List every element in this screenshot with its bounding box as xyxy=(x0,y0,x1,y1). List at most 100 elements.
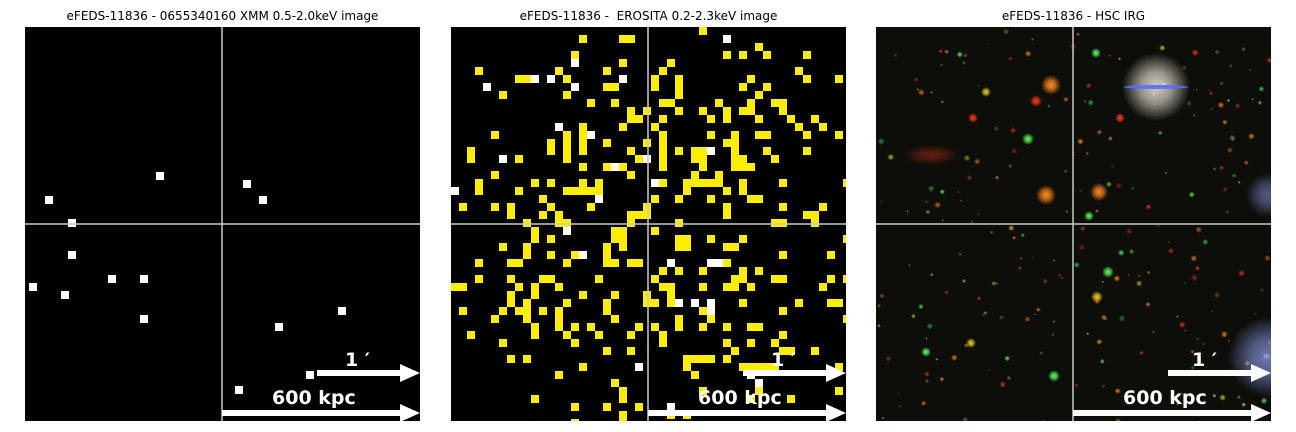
count-pixel xyxy=(635,211,643,219)
faint-source xyxy=(1212,393,1217,398)
faint-source xyxy=(1052,259,1056,262)
kpc-scale-arrow xyxy=(222,404,420,421)
count-pixel xyxy=(491,203,499,211)
count-pixel xyxy=(723,339,731,347)
faint-source xyxy=(1208,91,1214,96)
count-pixel xyxy=(779,203,787,211)
faint-source xyxy=(1186,100,1193,107)
count-pixel xyxy=(731,347,739,355)
arcmin-scale-arrow xyxy=(317,364,420,382)
faint-source xyxy=(1235,103,1241,109)
faint-source xyxy=(1190,349,1195,354)
faint-source xyxy=(1079,189,1082,193)
faint-source xyxy=(934,201,942,209)
bright-source xyxy=(1030,95,1042,107)
count-pixel xyxy=(747,395,755,403)
faint-source xyxy=(990,230,994,234)
faint-source xyxy=(1195,265,1200,271)
faint-source xyxy=(924,371,930,377)
count-pixel xyxy=(68,251,76,259)
count-pixel xyxy=(547,275,555,283)
count-pixel xyxy=(563,259,571,267)
count-pixel xyxy=(555,123,563,131)
count-pixel xyxy=(571,59,579,67)
count-pixel xyxy=(635,259,643,267)
count-pixel xyxy=(507,211,515,219)
count-pixel xyxy=(675,243,683,251)
count-pixel xyxy=(531,291,539,299)
count-pixel xyxy=(555,315,563,323)
count-pixel xyxy=(739,107,747,115)
faint-source xyxy=(1087,99,1094,106)
count-pixel xyxy=(675,83,683,91)
kpc-scale-arrow xyxy=(648,404,846,421)
count-pixel xyxy=(603,251,611,259)
count-pixel xyxy=(699,107,707,115)
hsc-image: 1 ′ 600 kpc xyxy=(876,27,1271,421)
panel-title: eFEDS-11836 - EROSITA 0.2-2.3keV image xyxy=(519,9,778,23)
count-pixel xyxy=(675,107,683,115)
faint-source xyxy=(1002,28,1010,35)
count-pixel xyxy=(635,403,643,411)
faint-source xyxy=(925,337,928,340)
count-pixel xyxy=(755,363,763,371)
count-pixel xyxy=(571,339,579,347)
count-pixel xyxy=(140,315,148,323)
count-pixel xyxy=(547,147,555,155)
count-pixel xyxy=(771,275,779,283)
count-pixel xyxy=(611,163,619,171)
count-pixel xyxy=(723,107,731,115)
faint-source xyxy=(939,189,946,195)
count-pixel xyxy=(491,171,499,179)
count-pixel xyxy=(563,331,571,339)
count-pixel xyxy=(787,115,795,123)
count-pixel xyxy=(555,371,563,379)
faint-source xyxy=(1191,274,1198,282)
faint-source xyxy=(1127,273,1131,277)
count-pixel xyxy=(683,235,691,243)
faint-source xyxy=(1236,394,1242,400)
count-pixel xyxy=(707,147,715,155)
faint-source xyxy=(929,272,934,277)
count-pixel xyxy=(779,179,787,187)
count-pixel xyxy=(723,139,731,147)
count-pixel xyxy=(723,283,731,291)
count-pixel xyxy=(731,155,739,163)
faint-source xyxy=(957,190,960,194)
faint-source xyxy=(1217,101,1225,109)
count-pixel xyxy=(619,35,627,43)
count-pixel xyxy=(667,283,675,291)
count-pixel xyxy=(779,331,787,339)
faint-source xyxy=(1260,397,1268,405)
faint-source xyxy=(941,219,945,222)
bright-source xyxy=(1115,113,1125,123)
faint-source xyxy=(1030,37,1035,41)
faint-source xyxy=(1146,270,1151,275)
faint-source xyxy=(1219,394,1226,401)
count-pixel xyxy=(715,179,723,187)
count-pixel xyxy=(723,203,731,211)
count-pixel xyxy=(643,299,651,307)
count-pixel xyxy=(739,235,747,243)
count-pixel xyxy=(603,243,611,251)
faint-source xyxy=(1105,181,1112,188)
faint-source xyxy=(1260,287,1265,292)
faint-source xyxy=(1212,167,1217,172)
count-pixel xyxy=(563,227,571,235)
faint-source xyxy=(898,405,902,408)
count-pixel xyxy=(707,315,715,323)
faint-source xyxy=(958,253,962,256)
count-pixel xyxy=(579,35,587,43)
count-pixel xyxy=(635,115,643,123)
faint-source xyxy=(1042,278,1049,285)
count-pixel xyxy=(579,163,587,171)
faint-source xyxy=(1188,191,1195,198)
faint-source xyxy=(1258,86,1265,92)
count-pixel xyxy=(619,243,627,251)
count-pixel xyxy=(827,251,835,259)
count-pixel xyxy=(739,163,747,171)
count-pixel xyxy=(108,275,116,283)
count-pixel xyxy=(539,211,547,219)
count-pixel xyxy=(563,299,571,307)
faint-source xyxy=(1060,276,1064,280)
